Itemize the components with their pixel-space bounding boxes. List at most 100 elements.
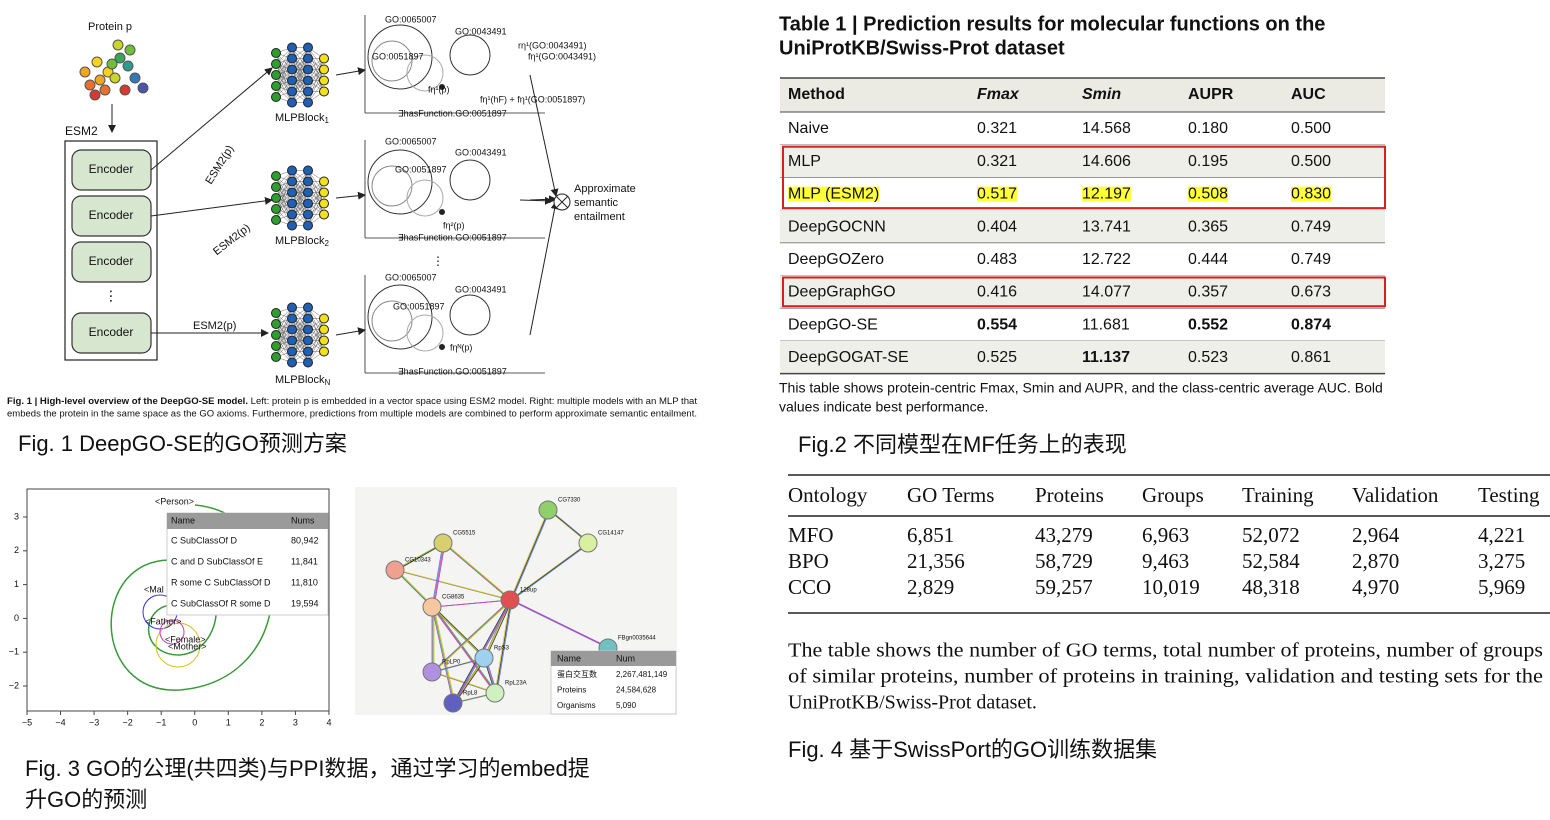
- y-tick-label: 1: [14, 579, 19, 589]
- table-cell: 10,019: [1142, 575, 1200, 599]
- line: [291, 170, 309, 204]
- protein-residue: [84, 79, 96, 91]
- table-cell: 0.195: [1188, 153, 1228, 170]
- line: [432, 542, 445, 608]
- protein-node: [538, 500, 558, 520]
- line: [433, 599, 513, 608]
- inset-header-text: Num: [616, 653, 635, 663]
- line: [150, 196, 273, 217]
- neuron: [287, 346, 297, 357]
- neuron: [303, 209, 313, 220]
- protein-residue: [119, 84, 131, 96]
- line: [509, 542, 589, 601]
- neuron: [271, 182, 281, 192]
- table-cell: 21,356: [907, 549, 965, 573]
- node-label: FBgn0035644: [618, 636, 656, 642]
- caption-bold: Fig. 1 | High-level overview of the Deep…: [7, 396, 248, 406]
- table-cell: 12.722: [1082, 251, 1131, 268]
- red-box: [782, 276, 1386, 308]
- line: [494, 599, 511, 694]
- table-footnote: of similar proteins, number of proteins …: [788, 666, 1543, 688]
- line: [275, 47, 293, 87]
- panel-label: fη²(p): [443, 220, 465, 230]
- line: [433, 606, 487, 659]
- output-label: Approximate: [574, 183, 636, 195]
- concept-label: <Female>: [165, 634, 206, 644]
- line: [519, 196, 553, 205]
- line: [275, 318, 293, 358]
- inset-cell: 80,942: [291, 535, 319, 545]
- neuron: [319, 75, 329, 86]
- neuron: [271, 352, 281, 362]
- concept-circle: [155, 622, 201, 668]
- line: [275, 192, 293, 221]
- panel-label: GO:0043491: [455, 147, 507, 157]
- protein-residue: [99, 84, 111, 96]
- protein-residue: [122, 60, 134, 72]
- table-cell: CCO: [788, 575, 831, 599]
- table-cell: DeepGOGAT-SE: [788, 349, 909, 366]
- x-tick-label: −5: [22, 717, 32, 727]
- table-footnote: values indicate best performance.: [779, 399, 988, 415]
- line: [433, 599, 513, 673]
- neuron: [303, 335, 313, 346]
- table-cell: MLP (ESM2): [788, 186, 879, 203]
- block-sub: 2: [325, 239, 330, 248]
- table-cell: 0.180: [1188, 120, 1228, 137]
- neuron: [287, 357, 297, 368]
- concept-circle: [159, 619, 185, 645]
- line: [511, 599, 611, 649]
- neuron: [303, 165, 313, 176]
- table-cell: 9,463: [1142, 549, 1189, 573]
- line: [275, 170, 293, 199]
- neuron: [303, 53, 313, 64]
- neuron: [303, 324, 313, 335]
- go-circle: [449, 34, 491, 76]
- encoder-label: Encoder: [89, 208, 134, 222]
- panel-label: GO:0051897: [393, 301, 445, 311]
- neuron: [287, 313, 297, 324]
- neuron: [319, 346, 329, 357]
- line: [291, 329, 309, 363]
- line: [291, 307, 309, 341]
- line: [509, 599, 609, 649]
- neuron: [271, 59, 281, 69]
- block-name: MLPBlock: [275, 112, 325, 124]
- neuron: [287, 187, 297, 198]
- table-cell: 2,829: [907, 575, 954, 599]
- row-bg: [780, 210, 1385, 243]
- neuron: [303, 346, 313, 357]
- line: [291, 69, 309, 103]
- go-point: [439, 209, 445, 215]
- table-cell: 0.874: [1291, 316, 1331, 333]
- inset-cell: C SubClassOf D: [171, 535, 238, 545]
- neuron: [303, 302, 313, 313]
- table-cell: 0.321: [977, 120, 1017, 137]
- node-label: 128up: [520, 588, 537, 594]
- neuron: [271, 341, 281, 351]
- row-bg: [780, 275, 1385, 309]
- panel-label: ∃hasFunction.GO:0051897: [398, 366, 507, 376]
- inset-cell: 5,090: [616, 701, 637, 710]
- line: [509, 509, 549, 601]
- neuron: [287, 176, 297, 187]
- neuron: [303, 64, 313, 75]
- panel-label: GO:0051897: [395, 164, 447, 174]
- line: [275, 47, 293, 76]
- neuron: [271, 308, 281, 318]
- table-cell: 0.416: [977, 284, 1017, 301]
- line: [444, 542, 513, 601]
- neuron: [319, 187, 329, 198]
- line: [432, 599, 512, 673]
- neuron: [287, 302, 297, 313]
- neuron: [319, 313, 329, 324]
- line: [275, 181, 293, 221]
- block-name: MLPBlock: [275, 235, 325, 247]
- panel-label: fη¹(hF) + fη¹(GO:0051897): [480, 94, 585, 104]
- y-tick-label: 3: [14, 511, 19, 521]
- node-label: RpL23A: [505, 681, 527, 687]
- go-point: [439, 84, 445, 90]
- panel-label: GO:0051897: [372, 51, 424, 61]
- neuron: [271, 48, 281, 58]
- table-header: Training: [1242, 483, 1314, 507]
